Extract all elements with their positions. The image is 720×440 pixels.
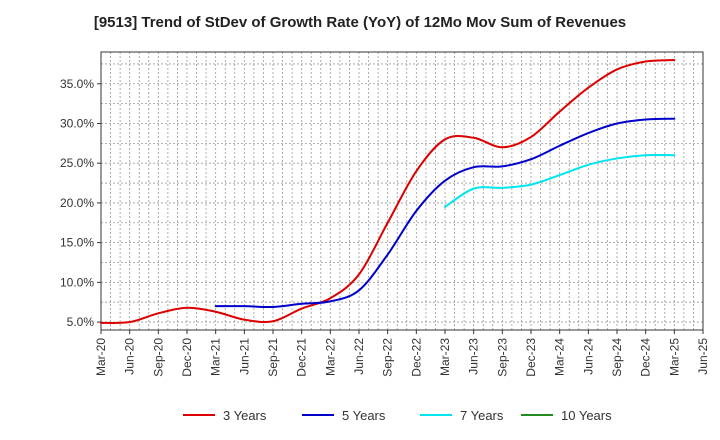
x-tick-label: Jun-25 (696, 338, 710, 375)
legend-label-10-years: 10 Years (561, 408, 612, 423)
x-tick-label: Mar-23 (438, 338, 452, 376)
legend-label-3-years: 3 Years (223, 408, 267, 423)
x-tick-label: Mar-24 (553, 338, 567, 376)
y-tick-label: 35.0% (60, 77, 94, 91)
x-tick-label: Dec-24 (639, 338, 653, 377)
x-tick-label: Sep-24 (610, 338, 624, 377)
x-tick-label: Dec-22 (409, 338, 423, 377)
legend-label-5-years: 5 Years (342, 408, 386, 423)
x-tick-label: Sep-21 (266, 338, 280, 377)
x-tick-label: Mar-20 (94, 338, 108, 376)
y-tick-label: 30.0% (60, 116, 94, 130)
x-tick-label: Mar-22 (323, 338, 337, 376)
y-tick-label: 25.0% (60, 156, 94, 170)
x-tick-label: Sep-22 (381, 338, 395, 377)
legend-label-7-years: 7 Years (460, 408, 504, 423)
x-tick-label: Dec-20 (180, 338, 194, 377)
x-tick-label: Jun-21 (237, 338, 251, 375)
x-tick-label: Mar-21 (209, 338, 223, 376)
chart-title: [9513] Trend of StDev of Growth Rate (Yo… (93, 14, 627, 31)
series-line-7-years (444, 154, 676, 208)
y-tick-label: 5.0% (67, 315, 95, 329)
y-tick-label: 20.0% (60, 196, 94, 210)
x-tick-label: Jun-20 (123, 338, 137, 375)
x-tick-label: Mar-25 (667, 338, 681, 376)
x-tick-label: Sep-23 (495, 338, 509, 377)
series-line-5-years (214, 117, 676, 309)
plot-frame (100, 51, 704, 331)
x-tick-label: Jun-22 (352, 338, 366, 375)
x-tick-label: Sep-20 (151, 338, 165, 377)
x-tick-label: Jun-24 (581, 338, 595, 375)
x-tick-label: Jun-23 (467, 338, 481, 375)
y-tick-label: 15.0% (60, 236, 94, 250)
series-line-3-years (100, 58, 676, 325)
x-tick-label: Dec-21 (295, 338, 309, 377)
y-tick-label: 10.0% (60, 275, 94, 289)
x-tick-label: Dec-23 (524, 338, 538, 377)
